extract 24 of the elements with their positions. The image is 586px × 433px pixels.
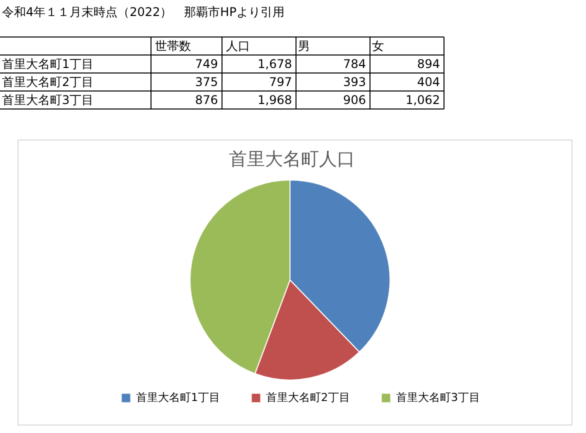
text: 797	[269, 75, 292, 89]
text: 首里大名町2丁目	[2, 75, 94, 89]
text: 首里大名町3丁目	[2, 93, 94, 107]
chart-title: 首里大名町人口	[229, 149, 355, 170]
legend-label: 首里大名町3丁目	[396, 391, 480, 404]
text: 906	[343, 93, 366, 107]
text: 世帯数	[155, 39, 191, 53]
text: 876	[195, 93, 218, 107]
text: 男	[298, 39, 310, 53]
text: 1,062	[406, 93, 440, 107]
text: 令和4年１１月末時点（2022） 那覇市HPより引用	[2, 5, 284, 19]
text: 784	[343, 57, 366, 71]
legend-label: 首里大名町2丁目	[266, 391, 350, 404]
text: 404	[417, 75, 440, 89]
text: 女	[372, 39, 384, 53]
text: 人口	[226, 39, 250, 53]
text: 1,678	[258, 57, 292, 71]
text: 375	[195, 75, 218, 89]
text: 749	[195, 57, 218, 71]
text: 393	[343, 75, 366, 89]
text: 1,968	[258, 93, 292, 107]
legend-label: 首里大名町1丁目	[136, 391, 220, 404]
text: 首里大名町1丁目	[2, 57, 94, 71]
text: 894	[417, 57, 440, 71]
